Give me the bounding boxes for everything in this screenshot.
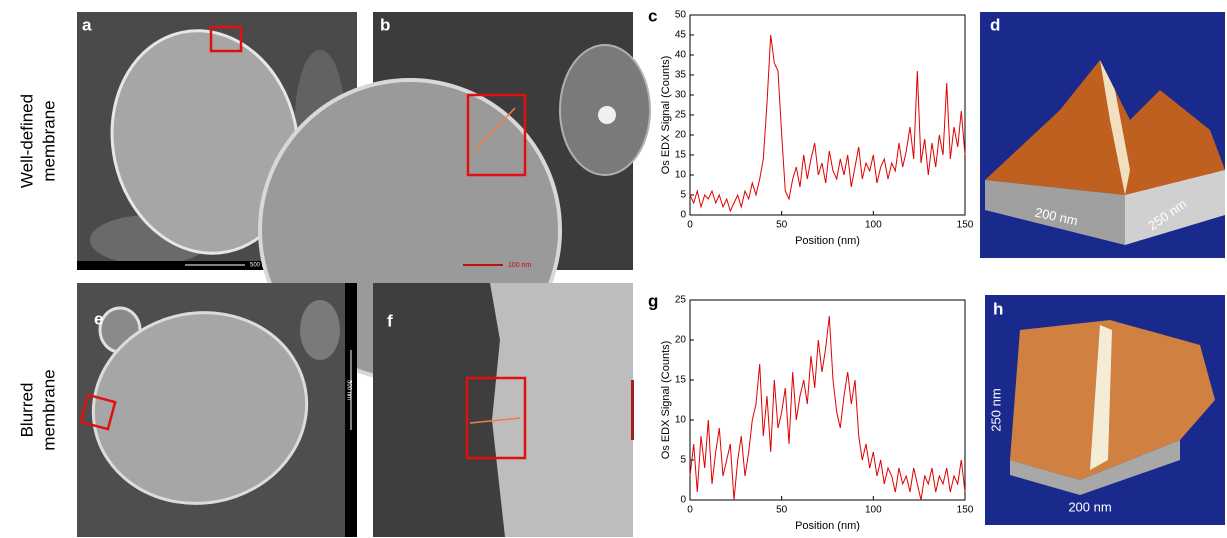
data-line [689, 315, 966, 501]
row-label: membrane [39, 100, 58, 181]
plot-frame [689, 14, 966, 216]
y-axis-label: Os EDX Signal (Counts) [660, 56, 672, 175]
x-tick-label: 0 [687, 505, 693, 516]
afm-image: 200 nm 250 nm d [980, 12, 1225, 258]
x-tick-label: 150 [957, 220, 974, 231]
x-axis-label: Position (nm) [795, 520, 860, 532]
y-tick-label: 15 [675, 150, 687, 161]
tem-image: f [373, 283, 634, 537]
panel-label: f [387, 311, 393, 330]
y-tick-label: 45 [675, 30, 687, 41]
panel-label: a [82, 15, 92, 34]
y-tick-label: 35 [675, 70, 687, 81]
axis-size-label: 250 nm [988, 388, 1003, 431]
x-tick-label: 0 [687, 220, 693, 231]
data-line [689, 34, 966, 213]
x-tick-label: 100 [865, 505, 882, 516]
scale-bar-label: 100 nm [508, 262, 532, 269]
y-tick-label: 40 [675, 50, 687, 61]
y-tick-label: 20 [675, 130, 687, 141]
y-tick-label: 25 [675, 295, 687, 306]
tem-image: 500 nm e [77, 283, 357, 537]
y-tick-label: 5 [680, 455, 686, 466]
panel-label: b [380, 15, 390, 34]
y-tick-label: 5 [680, 190, 686, 201]
y-axis-label: Os EDX Signal (Counts) [660, 341, 672, 460]
row-label: Blurred [17, 383, 36, 438]
x-tick-label: 50 [776, 505, 788, 516]
panel-label: h [993, 299, 1003, 318]
y-tick-label: 15 [675, 375, 687, 386]
y-tick-label: 25 [675, 110, 687, 121]
x-tick-label: 100 [865, 220, 882, 231]
y-tick-label: 20 [675, 335, 687, 346]
x-tick-label: 150 [957, 505, 974, 516]
panel-label: g [648, 291, 658, 310]
panel-label: d [990, 15, 1000, 34]
panel-label: c [648, 6, 657, 25]
scale-bar-label: 500 nm [250, 263, 270, 269]
x-tick-label: 50 [776, 220, 788, 231]
y-tick-label: 50 [675, 10, 687, 21]
x-axis-label: Position (nm) [795, 235, 860, 247]
y-tick-label: 0 [680, 210, 686, 221]
axis-size-label: 200 nm [1068, 499, 1111, 514]
panel-label: e [94, 309, 103, 328]
scale-bar-label: 500 nm [345, 380, 351, 400]
row-label: Well-defined [17, 94, 36, 188]
y-tick-label: 10 [675, 170, 687, 181]
y-tick-label: 10 [675, 415, 687, 426]
plot-frame [689, 299, 966, 501]
y-tick-label: 0 [680, 495, 686, 506]
y-tick-label: 30 [675, 90, 687, 101]
row-label: membrane [39, 369, 58, 450]
afm-image: 250 nm 200 nm h [985, 295, 1225, 525]
